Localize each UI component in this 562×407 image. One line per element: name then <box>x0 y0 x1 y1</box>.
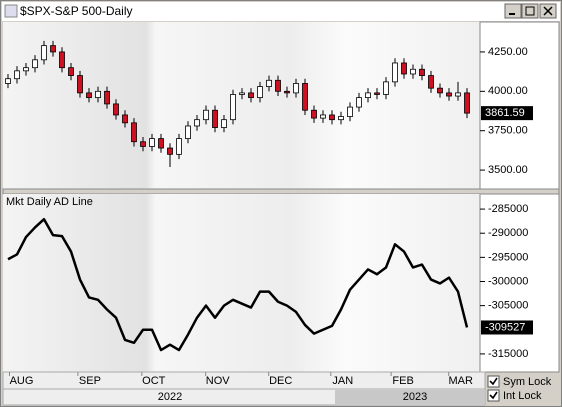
ad-axis <box>479 193 560 373</box>
candle-body <box>392 62 398 83</box>
candle-body <box>437 87 443 94</box>
candle-body <box>59 51 65 69</box>
last-value-label: -309527 <box>485 321 525 333</box>
candle-body <box>266 79 272 87</box>
y-tick-label: -305000 <box>488 300 528 312</box>
minimize-button[interactable] <box>504 3 522 19</box>
y-tick-label: -315000 <box>488 348 528 360</box>
candle-body <box>140 141 146 147</box>
candle-body <box>257 86 263 99</box>
candle-body <box>185 125 191 139</box>
maximize-icon <box>525 6 535 16</box>
candle-body <box>464 92 470 114</box>
candle-body <box>455 92 461 97</box>
checkbox-label: Int Lock <box>503 390 542 402</box>
candle-body <box>401 62 407 75</box>
candle-body <box>446 92 452 97</box>
checkbox-label: Sym Lock <box>503 376 552 388</box>
last-price-box <box>481 106 533 121</box>
window-title: $SPX-S&P 500-Daily <box>20 4 133 18</box>
candle-body <box>68 67 74 76</box>
candle-body <box>32 59 38 69</box>
x-tick-label: JAN <box>332 375 353 387</box>
title-bar <box>2 2 560 21</box>
candle-body <box>104 90 110 105</box>
candle-body <box>230 94 236 121</box>
candle-body <box>329 114 335 121</box>
checkmark <box>489 391 498 400</box>
y-tick-label: 4250.00 <box>488 46 528 58</box>
x-tick-label: OCT <box>142 375 166 387</box>
candle-body <box>320 114 326 119</box>
candle-body <box>293 83 299 94</box>
candle-body <box>239 92 245 95</box>
y-tick-label: -285000 <box>488 203 528 215</box>
ad-line <box>7 217 469 352</box>
window-buttons <box>504 3 557 19</box>
candle-body <box>50 45 56 53</box>
candle-body <box>131 122 137 143</box>
y-tick-label: 4000.00 <box>488 85 528 97</box>
candle-body <box>194 119 200 127</box>
candle-body <box>5 78 11 84</box>
app-icon <box>4 4 18 18</box>
candle-body <box>77 75 83 94</box>
candle-body <box>248 92 254 99</box>
candle-body <box>212 109 218 128</box>
close-icon <box>543 6 553 16</box>
candle-body <box>347 106 353 117</box>
candle-body <box>356 97 362 108</box>
candle-body <box>311 109 317 119</box>
candle-body <box>284 90 290 94</box>
year-highlight <box>335 390 485 404</box>
x-tick-label: SEP <box>79 375 101 387</box>
y-tick-label: -300000 <box>488 275 528 287</box>
x-tick-label: NOV <box>206 375 231 387</box>
checkbox[interactable] <box>487 375 500 388</box>
last-value-box <box>481 320 533 335</box>
price-plot-area <box>3 22 480 189</box>
candle-body <box>14 70 20 80</box>
x-tick-label: DEC <box>269 375 292 387</box>
candle-body <box>374 92 380 95</box>
candle-body <box>383 81 389 95</box>
candle-body <box>158 138 164 149</box>
y-tick-label: 3500.00 <box>488 164 528 176</box>
checkmark <box>489 377 498 386</box>
candle-body <box>302 83 308 111</box>
candle-body <box>419 68 425 76</box>
candle-body <box>365 92 371 99</box>
candle-body <box>176 138 182 155</box>
candle-body <box>203 109 209 121</box>
candle-body <box>86 92 92 99</box>
candle-body <box>167 147 173 155</box>
candle-body <box>275 79 281 92</box>
ad-plot-area <box>3 194 480 372</box>
candle-body <box>23 67 29 72</box>
candle-body <box>428 75 434 89</box>
x-tick-label: AUG <box>10 375 34 387</box>
year-label: 2022 <box>158 391 182 403</box>
candle-body <box>338 116 344 121</box>
candle-body <box>122 114 128 124</box>
x-tick-label: FEB <box>392 375 413 387</box>
pane-splitter <box>2 188 560 195</box>
candle-body <box>95 90 101 99</box>
candle-body <box>221 119 227 128</box>
x-tick-label: MAR <box>448 375 473 387</box>
candle-body <box>149 138 155 147</box>
pane-title: Mkt Daily AD Line <box>6 196 93 208</box>
maximize-button[interactable] <box>521 3 539 19</box>
candle-body <box>410 68 416 75</box>
candle-body <box>113 103 119 116</box>
y-tick-label: 3750.00 <box>488 125 528 137</box>
checkbox[interactable] <box>487 389 500 402</box>
candle-body <box>41 45 47 61</box>
last-price-label: 3861.59 <box>485 107 525 119</box>
y-tick-label: -290000 <box>488 227 528 239</box>
year-label: 2023 <box>403 391 427 403</box>
y-tick-label: -295000 <box>488 251 528 263</box>
